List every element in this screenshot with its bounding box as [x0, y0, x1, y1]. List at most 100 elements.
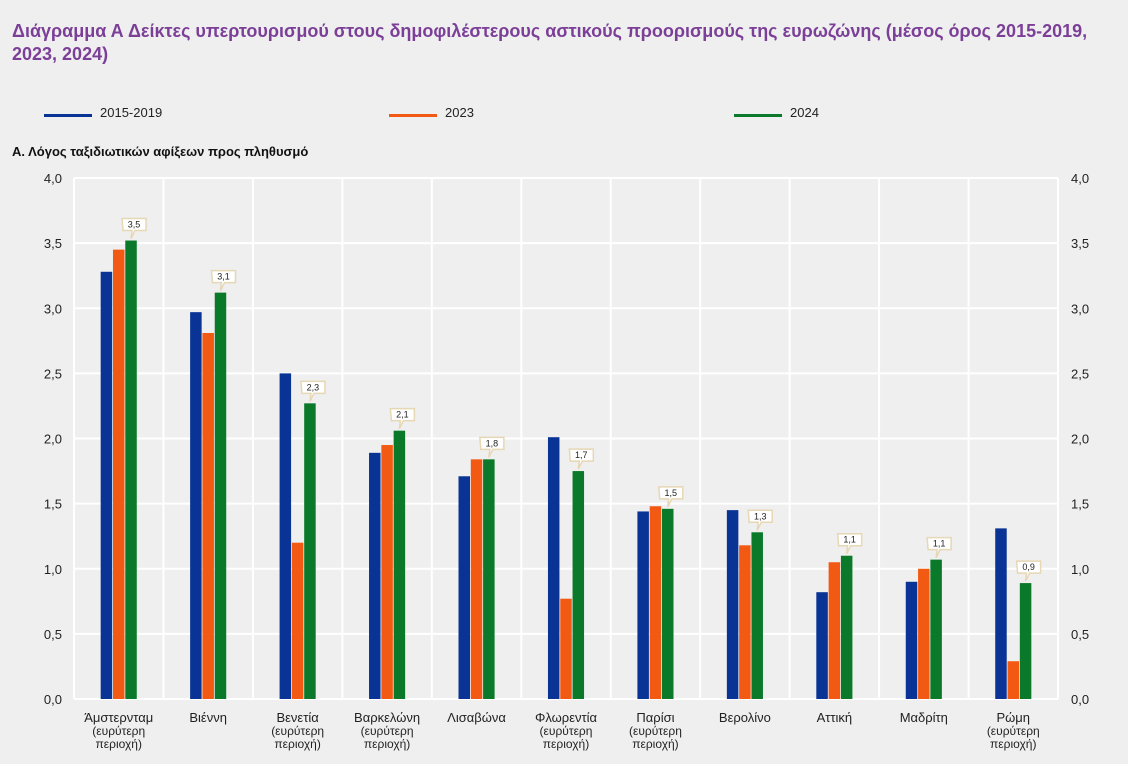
bar-3: [125, 240, 137, 699]
bar-2: [649, 506, 662, 699]
bar-3: [214, 292, 227, 699]
x-category-label: περιοχή): [274, 737, 320, 751]
bar-1: [726, 510, 739, 699]
x-category-label: Βιέννη: [189, 710, 227, 725]
x-category-label: (ευρύτερη: [987, 724, 1040, 738]
bar-2: [291, 542, 304, 699]
data-label-box: [479, 436, 505, 458]
bar-3: [393, 430, 406, 699]
x-category-label: περιοχή): [96, 737, 142, 751]
data-label-box: [389, 407, 416, 430]
y-tick-label-left: 4,0: [44, 171, 62, 186]
data-label: 1,8: [486, 438, 499, 448]
y-tick-label-right: 2,5: [1071, 366, 1089, 381]
data-label-box: [747, 509, 773, 531]
bar-1: [816, 592, 828, 699]
chart-title: Διάγραμμα Α Δείκτες υπερτουρισμού στους …: [12, 21, 1088, 64]
x-category-label: (ευρύτερη: [92, 724, 145, 738]
data-label: 1,7: [575, 450, 588, 460]
bar-1: [905, 581, 918, 699]
y-tick-label-left: 1,0: [44, 562, 62, 577]
bar-3: [840, 555, 853, 699]
y-tick-label-left: 3,5: [44, 236, 62, 251]
x-category-label: Βερολίνο: [719, 710, 771, 725]
x-category-label: περιοχή): [543, 737, 589, 751]
x-category-label: Αττική: [817, 710, 853, 725]
x-category-label: (ευρύτερη: [361, 724, 414, 738]
y-tick-label-left: 3,0: [44, 301, 62, 316]
bar-3: [662, 508, 674, 699]
y-tick-label-left: 0,5: [44, 627, 62, 642]
x-category-label: Λισαβώνα: [447, 710, 506, 725]
legend-label-2024: 2024: [790, 105, 819, 120]
data-label: 3,1: [217, 272, 230, 282]
x-category-label: Άμστερνταμ: [84, 710, 153, 725]
x-category-label: (ευρύτερη: [540, 724, 593, 738]
data-label: 0,9: [1022, 562, 1035, 572]
x-category-label: Παρίσι: [636, 710, 674, 725]
bar-2: [112, 249, 125, 699]
y-tick-label-right: 1,0: [1071, 562, 1089, 577]
x-category-label: Βαρκελώνη: [354, 710, 420, 725]
bar-1: [279, 373, 292, 699]
bar-3: [751, 532, 763, 699]
bar-1: [458, 476, 470, 699]
data-label-box: [210, 269, 237, 291]
x-category-label: (ευρύτερη: [629, 724, 682, 738]
y-tick-label-right: 0,5: [1071, 627, 1089, 642]
bar-3: [304, 403, 316, 699]
data-label: 1,1: [933, 539, 946, 549]
bar-1: [369, 452, 381, 699]
y-tick-label-left: 2,0: [44, 432, 62, 447]
legend-swatch-2015-2019: [44, 114, 92, 117]
bar-2: [739, 545, 751, 699]
y-tick-label-right: 4,0: [1071, 171, 1089, 186]
bar-2: [470, 459, 483, 699]
bar-1: [190, 312, 202, 699]
bar-2: [381, 445, 393, 699]
y-tick-label-right: 2,0: [1071, 432, 1089, 447]
data-label: 3,5: [128, 220, 141, 230]
data-label-box: [1015, 560, 1042, 582]
data-label: 1,5: [664, 488, 677, 498]
data-label-box: [657, 486, 684, 508]
bar-3: [930, 559, 942, 699]
bar-3: [1019, 583, 1032, 699]
data-label: 1,3: [754, 511, 767, 521]
data-label: 2,3: [307, 382, 320, 392]
bar-2: [560, 598, 572, 699]
y-tick-label-right: 0,0: [1071, 692, 1089, 707]
x-category-label: (ευρύτερη: [271, 724, 324, 738]
y-tick-label-right: 3,5: [1071, 236, 1089, 251]
x-category-label: Φλωρεντία: [535, 710, 598, 725]
bar-2: [828, 562, 841, 699]
y-tick-label-right: 1,5: [1071, 497, 1089, 512]
data-label-box: [121, 217, 147, 239]
x-category-label: περιοχή): [632, 737, 678, 751]
data-label-box: [568, 448, 595, 470]
legend-swatch-2023: [389, 114, 437, 117]
bar-1: [547, 437, 560, 699]
y-tick-label-left: 0,0: [44, 692, 62, 707]
data-label: 1,1: [843, 535, 856, 545]
legend-label-2023: 2023: [445, 105, 474, 120]
bar-1: [637, 511, 649, 699]
x-category-label: Ρώμη: [996, 710, 1030, 725]
bar-2: [1007, 661, 1020, 699]
legend-label-2015-2019: 2015-2019: [100, 105, 163, 120]
data-label-box: [836, 532, 863, 555]
y-tick-label-right: 3,0: [1071, 301, 1089, 316]
y-tick-label-left: 2,5: [44, 366, 62, 381]
y-tick-label-left: 1,5: [44, 497, 62, 512]
bar-3: [483, 459, 495, 699]
x-category-label: περιοχή): [364, 737, 410, 751]
bar-1: [995, 528, 1007, 699]
data-label-box: [926, 536, 952, 558]
x-category-label: Μαδρίτη: [900, 710, 948, 725]
panel-title: Α. Λόγος ταξιδιωτικών αφίξεων προς πληθυ…: [12, 144, 309, 159]
data-label: 2,1: [396, 410, 409, 420]
bar-3: [572, 471, 585, 699]
data-label-box: [300, 380, 326, 402]
x-category-label: Βενετία: [276, 710, 319, 725]
